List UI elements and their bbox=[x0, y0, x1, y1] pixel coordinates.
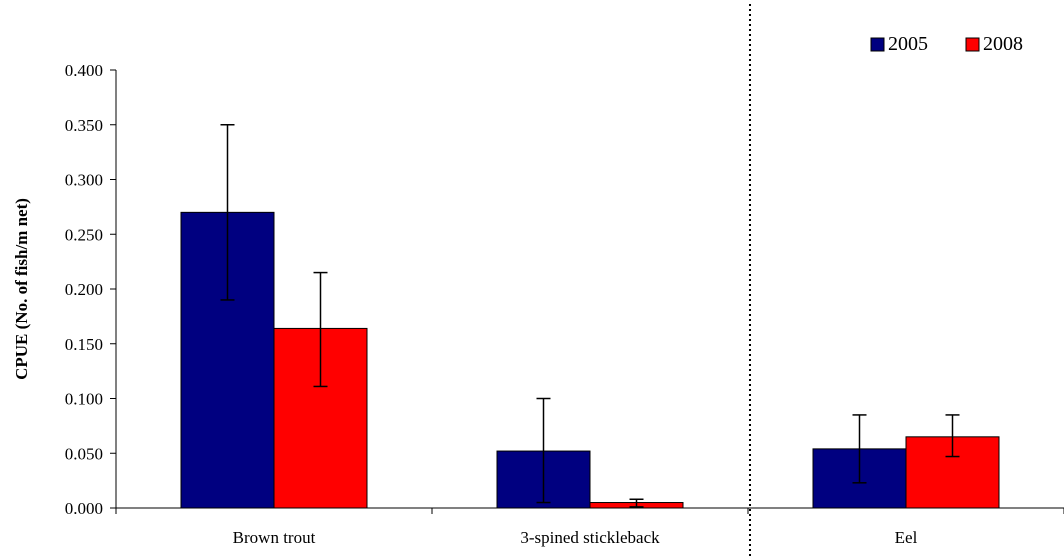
legend-swatch-2005 bbox=[870, 37, 885, 52]
y-tick-label: 0.300 bbox=[65, 171, 103, 190]
y-tick-label: 0.150 bbox=[65, 335, 103, 354]
y-tick-label: 0.200 bbox=[65, 280, 103, 299]
category-labels: Brown trout 3-spined stickleback Eel bbox=[233, 528, 918, 547]
y-axis: 0.000 0.050 0.100 0.150 0.200 0.250 0.300 0.350… bbox=[65, 61, 117, 518]
legend-label-2005: 2005 bbox=[888, 33, 928, 55]
y-axis-label: CPUE (No. of fish/m net) bbox=[12, 198, 31, 380]
x-axis bbox=[115, 507, 1064, 514]
y-tick-label: 0.350 bbox=[65, 116, 103, 135]
x-category-label: Brown trout bbox=[233, 528, 316, 547]
y-tick-label: 0.000 bbox=[65, 499, 103, 518]
y-tick-label: 0.400 bbox=[65, 61, 103, 80]
x-category-label: 3-spined stickleback bbox=[520, 528, 660, 547]
y-tick-label: 0.250 bbox=[65, 225, 103, 244]
bar-2008 bbox=[905, 436, 1000, 509]
bars bbox=[180, 211, 1000, 509]
y-tick-label: 0.050 bbox=[65, 444, 103, 463]
error-bars bbox=[220, 124, 960, 508]
y-tick-label: 0.100 bbox=[65, 390, 103, 409]
legend: 2005 2008 bbox=[870, 33, 1023, 55]
legend-label-2008: 2008 bbox=[983, 33, 1023, 55]
legend-swatch-2008 bbox=[965, 37, 980, 52]
x-category-label: Eel bbox=[895, 528, 918, 547]
